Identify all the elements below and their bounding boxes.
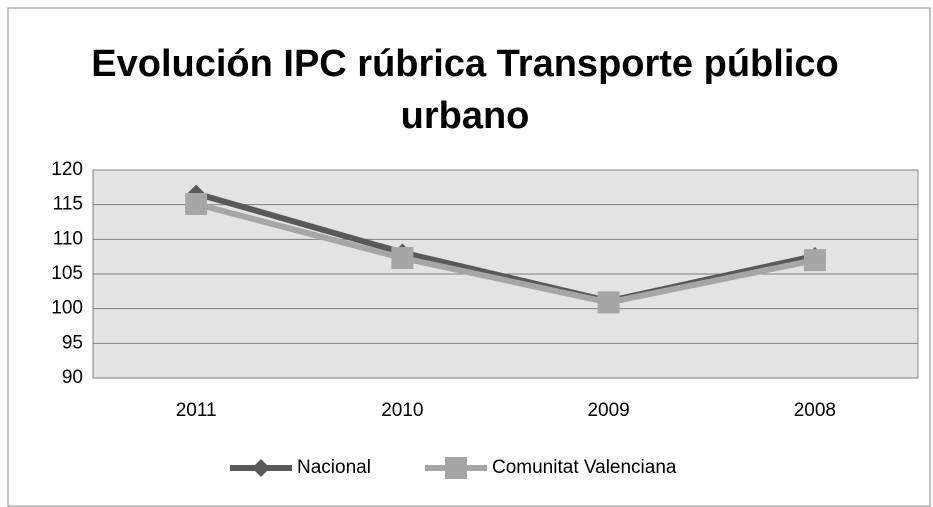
y-tick-label: 120	[51, 159, 83, 180]
y-tick-label: 100	[51, 298, 83, 319]
chart-title: Evolución IPC rúbrica Transporte público…	[91, 43, 839, 137]
legend-marker	[252, 459, 270, 477]
y-tick-label: 115	[53, 194, 83, 215]
x-tick-label: 2010	[381, 400, 423, 421]
marker	[803, 249, 826, 272]
marker	[391, 247, 414, 270]
chart-border	[7, 7, 931, 507]
x-tick-label: 2008	[794, 400, 836, 421]
y-tick-label: 90	[62, 367, 83, 388]
legend-marker	[445, 457, 467, 479]
legend-label: Comunitat Valenciana	[492, 457, 677, 478]
legend-label: Nacional	[297, 457, 371, 478]
x-tick-label: 2009	[587, 400, 629, 421]
line-series	[195, 201, 816, 306]
marker	[597, 291, 620, 314]
x-tick-label: 2011	[176, 400, 217, 421]
y-tick-label: 110	[53, 228, 83, 249]
marker	[185, 192, 208, 215]
y-tick-label: 105	[51, 263, 83, 284]
y-tick-label: 95	[62, 332, 83, 353]
